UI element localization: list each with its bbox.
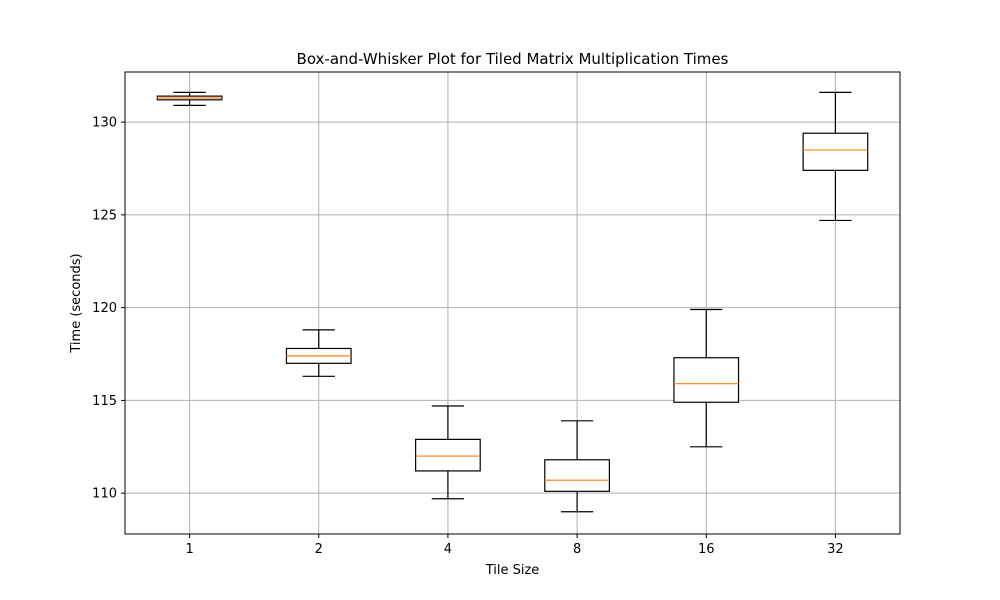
box-32 [802,91,869,222]
y-tick-label: 120 [92,301,117,316]
x-axis-label: Tile Size [485,563,540,578]
y-tick-label: 110 [92,487,117,502]
x-tick-label: 32 [827,542,844,557]
x-axis: 1 2 4 8 16 32 [185,534,844,557]
x-tick-label: 2 [315,542,323,557]
box-4 [415,405,481,500]
x-tick-label: 8 [573,542,581,557]
iqr-box [415,438,481,472]
box-2 [285,329,352,377]
box-1 [156,91,223,106]
iqr-box [673,357,740,403]
y-tick-label: 130 [92,116,117,131]
y-axis-label: Time (seconds) [69,253,84,353]
box-8 [544,420,610,513]
y-tick-label: 115 [92,394,117,409]
x-tick-label: 4 [444,542,452,557]
y-axis: 110 115 120 125 130 [92,116,125,502]
x-tick-label: 1 [185,542,193,557]
x-tick-label: 16 [698,542,715,557]
plot-area-frame [124,71,901,535]
box-16 [673,308,740,448]
y-tick-label: 125 [92,208,117,223]
box-series [156,91,869,513]
iqr-box [802,132,869,171]
chart-title: Box-and-Whisker Plot for Tiled Matrix Mu… [297,50,729,68]
iqr-box [544,459,610,492]
